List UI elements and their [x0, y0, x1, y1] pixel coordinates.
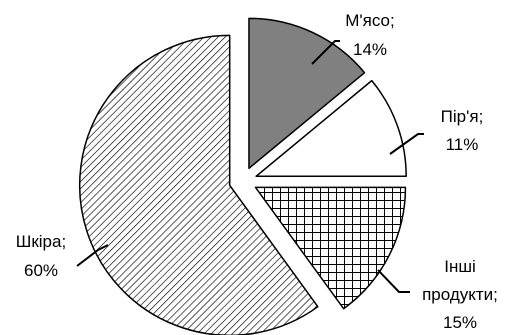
slice-label-feathers-value: 11%	[446, 135, 479, 154]
slice-label-feathers-name: Пір'я	[441, 107, 479, 126]
leader-line-leather	[76, 244, 109, 267]
slice-label-other-name-line2: продукти;	[422, 285, 498, 304]
slice-label-meat-name: М'ясо	[345, 11, 390, 30]
slice-label-other-name-line1: Інші	[444, 257, 476, 276]
pie-slice-feathers	[255, 79, 407, 178]
leader-line-feathers	[389, 133, 424, 155]
slice-label-leather-value: 60%	[24, 261, 58, 280]
leader-line-meat	[311, 40, 340, 65]
leader-line-other-products	[377, 269, 410, 293]
svg-text:Шкіра;: Шкіра;	[16, 232, 66, 251]
pie-slice-meat	[248, 17, 366, 170]
slice-label-meat-value: 14%	[353, 40, 387, 59]
svg-text:Пір'я;: Пір'я;	[441, 107, 484, 126]
slice-label-other-value: 15%	[443, 313, 477, 332]
slice-label-leather-name: Шкіра	[16, 232, 62, 251]
svg-text:М'ясо;: М'ясо;	[345, 11, 395, 30]
pie-slice-other-products	[254, 186, 407, 310]
